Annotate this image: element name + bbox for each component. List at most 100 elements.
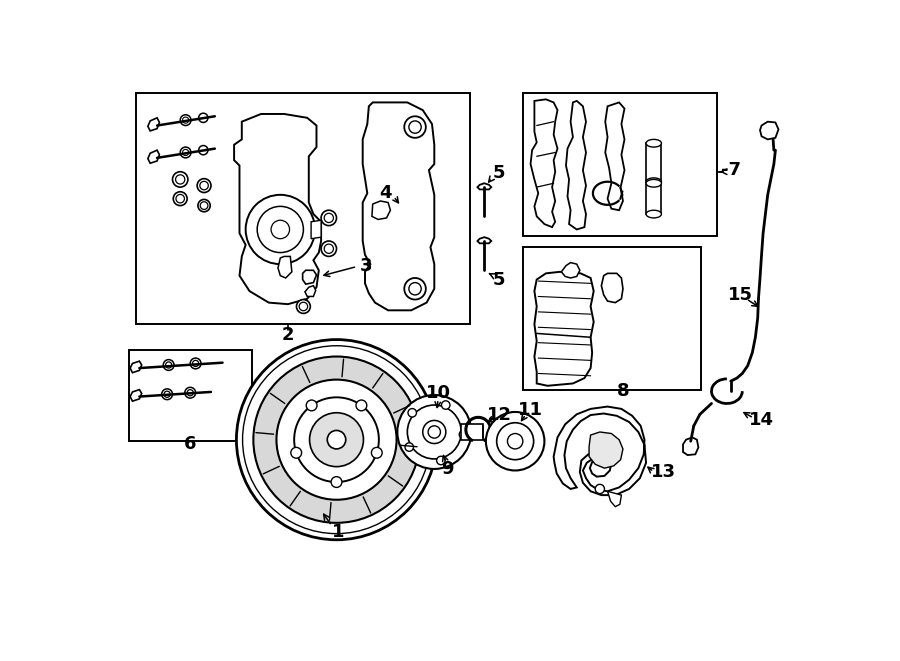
Circle shape xyxy=(508,434,523,449)
Polygon shape xyxy=(605,102,625,210)
Circle shape xyxy=(199,113,208,122)
Polygon shape xyxy=(278,256,292,278)
Bar xyxy=(129,350,252,442)
Text: -7: -7 xyxy=(721,161,741,179)
Polygon shape xyxy=(148,150,159,163)
Circle shape xyxy=(408,405,461,459)
Circle shape xyxy=(486,412,544,471)
Text: 5: 5 xyxy=(492,165,505,182)
Circle shape xyxy=(296,299,310,313)
Circle shape xyxy=(193,360,199,367)
Circle shape xyxy=(436,456,446,465)
Circle shape xyxy=(174,192,187,206)
Circle shape xyxy=(183,149,189,155)
Text: 3: 3 xyxy=(360,257,373,276)
Polygon shape xyxy=(608,491,621,507)
Ellipse shape xyxy=(646,179,662,187)
Text: 15: 15 xyxy=(727,286,752,304)
Circle shape xyxy=(166,362,172,368)
Polygon shape xyxy=(760,122,778,139)
Circle shape xyxy=(356,400,367,410)
Circle shape xyxy=(162,389,173,400)
Polygon shape xyxy=(363,102,435,310)
Bar xyxy=(136,93,471,324)
Ellipse shape xyxy=(646,210,662,218)
Text: 4: 4 xyxy=(380,184,392,202)
Circle shape xyxy=(184,387,195,398)
Text: 2: 2 xyxy=(282,326,294,344)
Ellipse shape xyxy=(646,139,662,147)
Text: 8: 8 xyxy=(616,382,629,400)
Text: 5: 5 xyxy=(492,270,505,288)
Polygon shape xyxy=(148,118,159,131)
Polygon shape xyxy=(130,361,141,373)
Circle shape xyxy=(324,214,333,223)
Text: 14: 14 xyxy=(749,411,774,430)
Circle shape xyxy=(405,443,413,451)
Polygon shape xyxy=(562,262,580,278)
Polygon shape xyxy=(535,272,594,386)
Text: 13: 13 xyxy=(651,463,676,481)
Polygon shape xyxy=(302,270,317,284)
Polygon shape xyxy=(311,220,321,239)
Circle shape xyxy=(291,447,302,458)
Circle shape xyxy=(200,202,208,210)
Polygon shape xyxy=(477,183,491,190)
Circle shape xyxy=(180,147,191,158)
Circle shape xyxy=(176,175,184,184)
Polygon shape xyxy=(683,438,698,455)
Circle shape xyxy=(595,485,605,494)
Circle shape xyxy=(173,172,188,187)
Circle shape xyxy=(423,420,446,444)
Polygon shape xyxy=(601,274,623,303)
Circle shape xyxy=(276,379,397,500)
Bar xyxy=(461,424,482,440)
Text: 6: 6 xyxy=(184,436,196,453)
Polygon shape xyxy=(590,432,623,468)
Polygon shape xyxy=(372,201,391,219)
Circle shape xyxy=(306,400,317,410)
Bar xyxy=(523,93,717,235)
Circle shape xyxy=(299,302,308,311)
Circle shape xyxy=(321,241,337,256)
Circle shape xyxy=(497,423,534,459)
Bar xyxy=(523,247,701,389)
Circle shape xyxy=(180,115,191,126)
Circle shape xyxy=(197,178,211,192)
Circle shape xyxy=(409,283,421,295)
Circle shape xyxy=(324,244,333,253)
Circle shape xyxy=(428,426,440,438)
Circle shape xyxy=(310,412,364,467)
Circle shape xyxy=(237,340,436,540)
Circle shape xyxy=(331,477,342,487)
Circle shape xyxy=(294,397,379,482)
Polygon shape xyxy=(554,407,646,495)
Circle shape xyxy=(187,389,194,396)
Text: 9: 9 xyxy=(441,460,454,478)
Circle shape xyxy=(200,181,208,190)
Polygon shape xyxy=(530,99,557,227)
Circle shape xyxy=(442,401,450,409)
Polygon shape xyxy=(130,389,141,401)
Circle shape xyxy=(198,200,211,212)
Polygon shape xyxy=(234,114,321,304)
Polygon shape xyxy=(477,237,491,243)
Circle shape xyxy=(397,395,472,469)
Bar xyxy=(646,183,662,214)
Circle shape xyxy=(243,346,430,533)
Circle shape xyxy=(246,195,315,264)
Circle shape xyxy=(408,408,417,417)
Circle shape xyxy=(459,430,468,439)
Circle shape xyxy=(199,145,208,155)
Text: 12: 12 xyxy=(487,406,512,424)
Circle shape xyxy=(328,430,346,449)
Circle shape xyxy=(404,116,426,138)
Circle shape xyxy=(404,278,426,299)
Ellipse shape xyxy=(646,178,662,186)
Circle shape xyxy=(176,194,184,203)
Circle shape xyxy=(321,210,337,225)
Circle shape xyxy=(372,447,382,458)
Polygon shape xyxy=(566,101,586,229)
Text: 1: 1 xyxy=(332,523,345,541)
Circle shape xyxy=(190,358,201,369)
